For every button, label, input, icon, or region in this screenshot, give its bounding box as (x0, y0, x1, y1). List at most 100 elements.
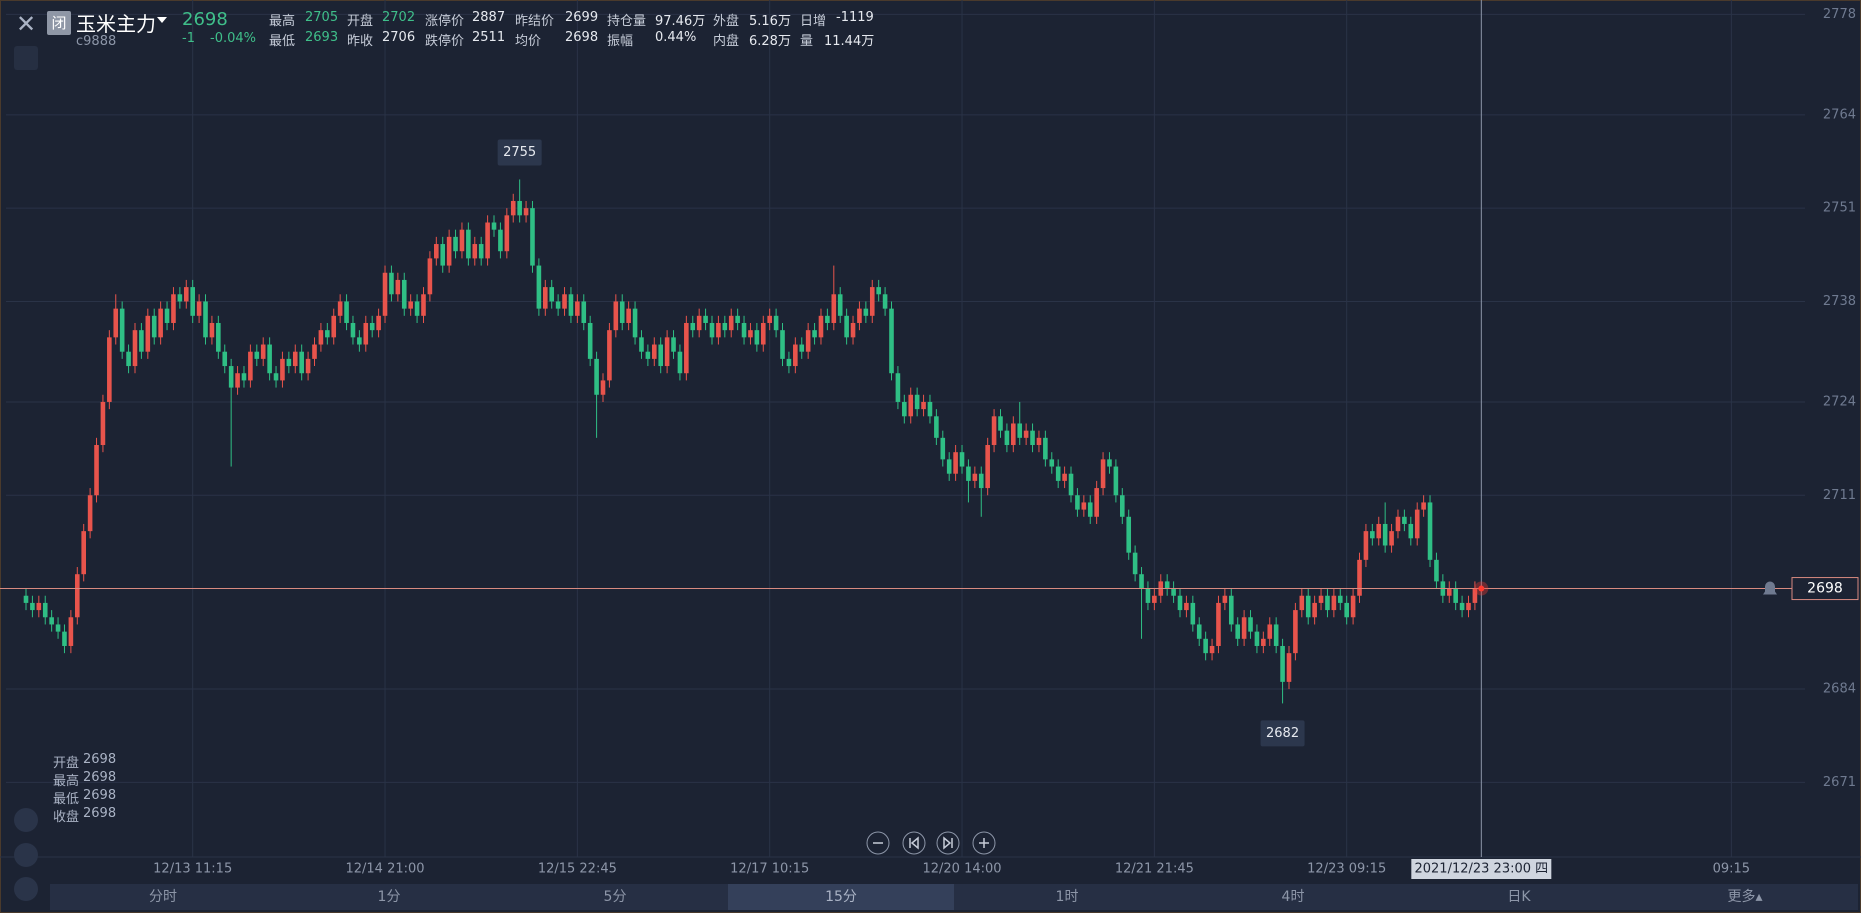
readout-label: 收盘 (53, 810, 80, 825)
y-tick-label: 2738 (1823, 294, 1856, 309)
readout-value: 2698 (83, 752, 117, 767)
period-tab[interactable]: 1时 (1055, 889, 1079, 905)
change: -1 (182, 31, 195, 46)
candle-body (581, 301, 587, 323)
period-tab[interactable]: 分时 (149, 889, 177, 905)
contract-name[interactable]: 玉米主力 (76, 12, 156, 36)
candle-body (869, 287, 875, 316)
candle-body (1132, 552, 1138, 575)
candle-body (164, 308, 170, 323)
stat-label: 振幅 (607, 34, 634, 49)
candle-body (472, 244, 478, 259)
candle-body (1107, 459, 1112, 467)
candle-body (1036, 437, 1042, 446)
candle-body (132, 330, 138, 367)
period-tab[interactable]: 4时 (1281, 889, 1305, 905)
readout-value: 2698 (83, 788, 117, 803)
period-tab[interactable]: 1分 (377, 889, 401, 905)
candle-body (831, 294, 837, 323)
candle-body (55, 624, 61, 632)
stat-label: 持仓量 (607, 14, 647, 29)
candle-body (100, 401, 106, 446)
extreme-label: 2682 (1266, 726, 1299, 741)
candle-body (786, 358, 792, 367)
x-tick-label: 12/21 21:45 (1115, 862, 1194, 877)
candle-body (49, 617, 54, 625)
candle-body (530, 208, 535, 266)
candle-body (344, 301, 349, 323)
period-tab[interactable]: 15分 (728, 884, 954, 910)
candle-body (331, 315, 337, 338)
line-button[interactable] (14, 877, 38, 901)
candle-body (613, 301, 619, 331)
candle-body (292, 351, 298, 367)
candle-body (126, 351, 131, 367)
candle-body (664, 337, 670, 367)
candle-body (151, 315, 157, 338)
candle-body (299, 351, 304, 374)
candle-body (587, 322, 593, 359)
period-tab[interactable]: 日K (1507, 889, 1531, 905)
alert-bell (1763, 581, 1777, 595)
crosshair-dot (1478, 585, 1485, 592)
zoom-button[interactable] (902, 831, 926, 855)
y-tick-label: 2724 (1823, 394, 1856, 409)
candle-body (196, 301, 202, 316)
candle-body (1068, 473, 1074, 496)
zoom-button[interactable] (972, 831, 996, 855)
period-tab[interactable]: 更多▴ (1727, 889, 1763, 905)
candle-body (421, 294, 426, 316)
shrink-button[interactable] (14, 46, 38, 70)
more-caret: ▴ (1755, 889, 1763, 905)
candle-body (985, 445, 990, 489)
candle-body (228, 366, 234, 388)
y-tick-label: 2778 (1823, 7, 1856, 22)
zoom-button[interactable] (936, 831, 960, 855)
candle-body (632, 308, 638, 338)
extreme-label-box (1260, 720, 1305, 747)
candle-body (1337, 595, 1343, 603)
dropdown-caret[interactable] (157, 17, 167, 23)
candle-body (1241, 617, 1247, 639)
candle-body (946, 459, 952, 474)
candle-body (562, 294, 567, 309)
candle-body (408, 301, 413, 309)
zoom-button-ring (972, 831, 996, 855)
candle-body (1357, 559, 1362, 596)
zoom-button-icon (943, 836, 953, 850)
y-tick-label: 2764 (1823, 107, 1856, 122)
candle-body (1254, 631, 1260, 646)
candle-body (1062, 473, 1067, 481)
candle-body (978, 473, 984, 489)
candle-body (81, 531, 86, 575)
x-tick-label: 12/13 11:15 (153, 862, 232, 877)
zoom-button[interactable] (866, 831, 890, 855)
draw-button[interactable] (14, 843, 38, 867)
candle-body (145, 315, 151, 352)
candle-body (895, 373, 901, 402)
zoom-button-icon (979, 838, 989, 848)
candle-body (812, 330, 817, 338)
stat-value: 5.16万 (749, 14, 791, 29)
candle-body (318, 330, 324, 345)
close-button[interactable]: ✕ (15, 10, 37, 38)
period-tab[interactable]: 5分 (603, 889, 627, 905)
candle-body (1145, 588, 1151, 603)
status-badge: 闭 (47, 11, 71, 35)
candle-body (1139, 574, 1144, 589)
zoom-button-ring (866, 831, 890, 855)
candle-body (305, 358, 311, 374)
candle-body (1414, 509, 1420, 539)
indicator-button[interactable] (14, 808, 38, 832)
candle-body (1164, 581, 1170, 589)
readout-label: 最高 (53, 774, 80, 789)
stat-value: 2693 (305, 30, 339, 45)
candle-body (536, 265, 542, 309)
candle-body (1376, 523, 1382, 539)
candle-body (1312, 602, 1317, 618)
candle-body (773, 315, 779, 331)
x-tick-label: 12/14 21:00 (345, 862, 424, 877)
stat-value: 0.44% (655, 30, 697, 45)
candle-body (1017, 423, 1023, 438)
